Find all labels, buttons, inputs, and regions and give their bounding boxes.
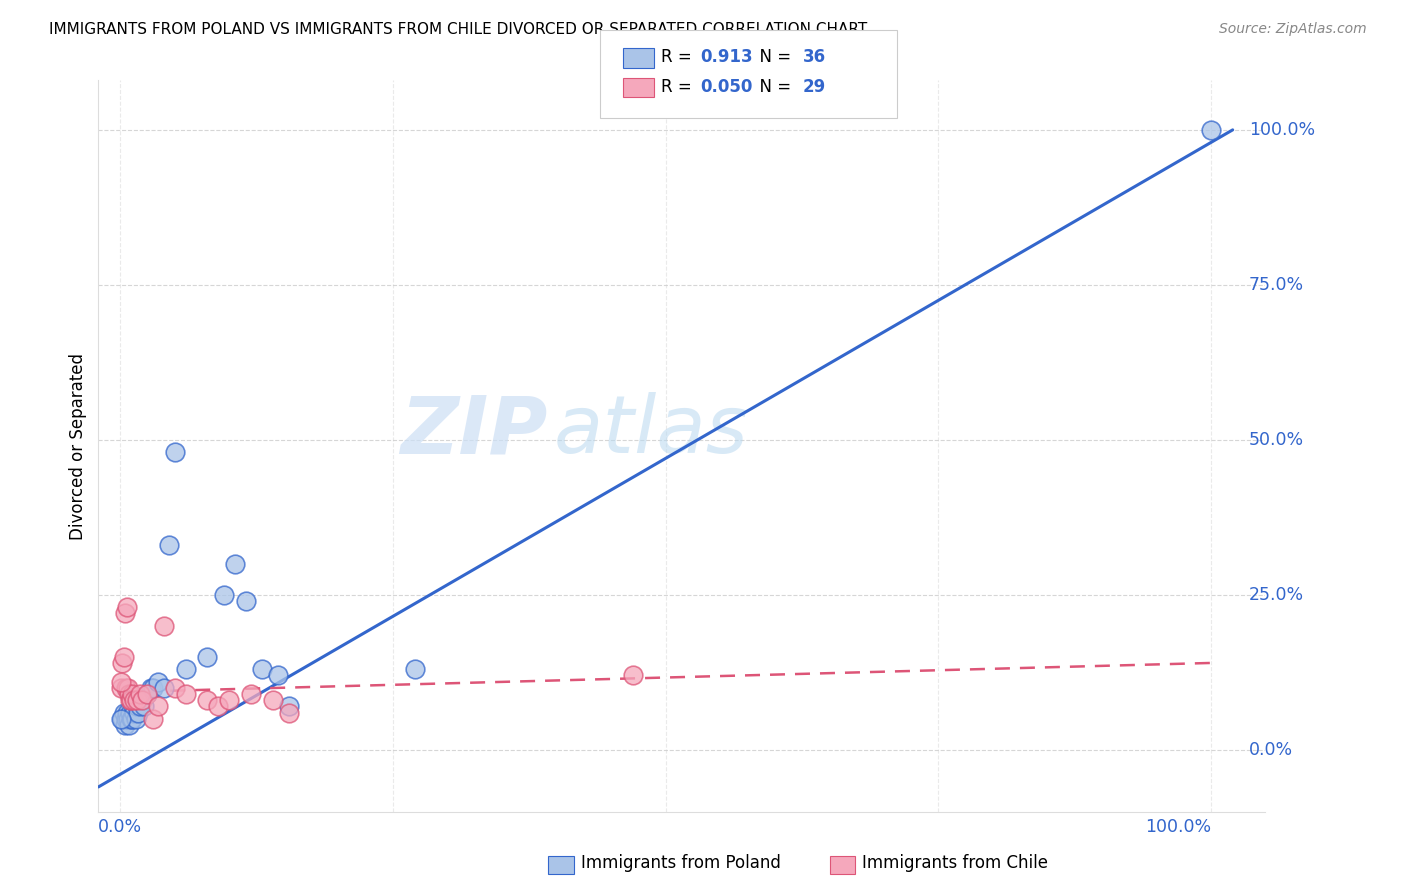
Point [117,681,139,695]
Point [114,718,136,732]
Point [114,712,136,726]
Text: 0.913: 0.913 [700,48,752,66]
Point [122,699,145,714]
Point [235,594,257,608]
Point [110,712,132,726]
Point [153,619,176,633]
Point [115,600,138,615]
Point [136,687,159,701]
Point [621,668,644,682]
Text: ZIP: ZIP [401,392,548,470]
Text: 36: 36 [803,48,825,66]
Point [174,687,197,701]
Point [115,706,138,720]
Point [163,445,186,459]
Point [1199,123,1222,137]
Point [153,681,176,695]
Point [114,681,136,695]
Text: Source: ZipAtlas.com: Source: ZipAtlas.com [1219,22,1367,37]
Text: 75.0%: 75.0% [1249,276,1305,293]
Point [278,706,301,720]
Point [197,693,219,707]
Point [174,662,197,676]
Point [240,687,263,701]
Point [110,681,132,695]
Point [197,649,219,664]
Text: IMMIGRANTS FROM POLAND VS IMMIGRANTS FROM CHILE DIVORCED OR SEPARATED CORRELATIO: IMMIGRANTS FROM POLAND VS IMMIGRANTS FRO… [49,22,868,37]
Point [218,693,240,707]
Point [148,699,170,714]
Point [224,557,246,571]
Point [112,649,135,664]
Point [212,588,235,602]
Point [142,712,165,726]
Point [124,693,146,707]
Point [128,699,150,714]
Point [114,607,136,621]
Point [112,706,135,720]
Point [120,712,142,726]
Text: 50.0%: 50.0% [1249,431,1305,449]
Text: 100.0%: 100.0% [1249,121,1315,139]
Text: Immigrants from Poland: Immigrants from Poland [581,855,780,872]
Point [121,712,143,726]
Text: N =: N = [749,78,797,95]
Point [404,662,426,676]
Text: 25.0%: 25.0% [1249,586,1305,604]
Point [136,687,159,701]
Point [117,712,139,726]
Point [267,668,290,682]
Text: 100.0%: 100.0% [1144,818,1211,836]
Point [128,687,150,701]
Point [118,718,141,732]
Point [120,693,142,707]
Point [139,681,162,695]
Text: N =: N = [749,48,797,66]
Point [118,693,141,707]
Text: 0.0%: 0.0% [1249,740,1294,759]
Y-axis label: Divorced or Separated: Divorced or Separated [69,352,87,540]
Text: R =: R = [661,78,697,95]
Point [157,538,180,552]
Text: 29: 29 [803,78,827,95]
Point [124,706,146,720]
Text: 0.050: 0.050 [700,78,752,95]
Point [118,706,141,720]
Point [262,693,284,707]
Point [125,699,148,714]
Point [134,699,156,714]
Point [142,681,165,695]
Text: atlas: atlas [554,392,748,470]
Point [131,693,153,707]
Point [278,699,301,714]
Text: Immigrants from Chile: Immigrants from Chile [862,855,1047,872]
Point [131,693,153,707]
Point [207,699,229,714]
Point [148,674,170,689]
Point [118,687,141,701]
Point [127,706,149,720]
Text: R =: R = [661,48,697,66]
Point [111,712,134,726]
Text: 0.0%: 0.0% [98,818,142,836]
Point [110,674,132,689]
Point [121,687,143,701]
Point [125,693,148,707]
Point [250,662,273,676]
Point [111,656,134,670]
Point [124,712,146,726]
Point [163,681,186,695]
